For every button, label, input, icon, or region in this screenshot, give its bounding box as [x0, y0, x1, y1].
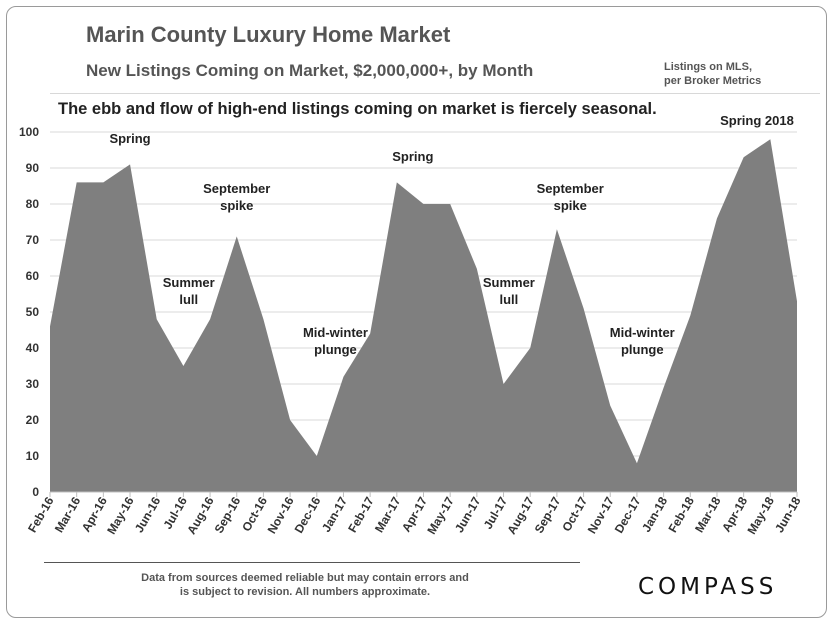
x-tick-label: Jun-16 — [132, 494, 164, 535]
x-tick-label: Aug-16 — [184, 494, 217, 537]
x-tick-label: Mar-18 — [692, 494, 724, 535]
disclaimer-line-1: Data from sources deemed reliable but ma… — [141, 572, 469, 584]
x-tick-label: Sep-17 — [532, 494, 564, 535]
y-tick-label: 10 — [26, 449, 40, 463]
y-tick-label: 90 — [26, 161, 40, 175]
chart-annotation: Spring — [392, 149, 433, 164]
chart-annotation: Spring — [109, 131, 150, 146]
y-tick-label: 20 — [26, 413, 40, 427]
y-tick-label: 30 — [26, 377, 40, 391]
y-tick-label: 70 — [26, 233, 40, 247]
x-tick-label: Sep-16 — [212, 494, 244, 535]
chart-annotation: Mid-winter plunge — [303, 325, 368, 357]
area-series — [50, 139, 797, 492]
source-note-line-1: Listings on MLS, — [664, 61, 752, 73]
x-tick-label: Mar-17 — [372, 494, 404, 535]
chart-subtitle: New Listings Coming on Market, $2,000,00… — [86, 61, 534, 80]
y-tick-label: 40 — [26, 341, 40, 355]
chart-headline: The ebb and flow of high-end listings co… — [58, 100, 657, 118]
x-tick-label: May-18 — [744, 494, 777, 537]
x-tick-label: Aug-17 — [504, 494, 537, 537]
chart-annotation: September spike — [203, 181, 270, 213]
y-tick-label: 0 — [32, 485, 39, 499]
source-note-line-2: per Broker Metrics — [664, 75, 762, 87]
y-tick-label: 50 — [26, 305, 40, 319]
chart-annotation: Mid-winter plunge — [610, 325, 675, 357]
footer-divider — [44, 562, 580, 563]
compass-logo: COMPASS — [638, 574, 778, 600]
chart-title: Marin County Luxury Home Market — [86, 22, 451, 47]
y-tick-label: 100 — [19, 125, 39, 139]
x-tick-label: Dec-16 — [292, 494, 324, 535]
chart-annotation: Spring 2018 — [720, 113, 794, 128]
chart-annotation: Summer lull — [163, 275, 215, 307]
disclaimer-line-2: is subject to revision. All numbers appr… — [179, 586, 431, 598]
x-tick-label: Mar-16 — [52, 494, 84, 535]
x-tick-label: May-16 — [104, 494, 137, 537]
y-tick-label: 60 — [26, 269, 40, 283]
x-tick-label: Dec-17 — [612, 494, 644, 535]
y-tick-label: 80 — [26, 197, 40, 211]
chart-annotation: Summer lull — [483, 275, 535, 307]
header-divider — [50, 93, 820, 94]
data-source-note: Listings on MLS, per Broker Metrics — [664, 60, 804, 88]
chart-annotation: September spike — [537, 181, 604, 213]
x-tick-label: May-17 — [424, 494, 457, 537]
x-tick-label: Jun-17 — [452, 494, 484, 535]
x-tick-label: Jun-18 — [772, 494, 804, 535]
data-disclaimer: Data from sources deemed reliable but ma… — [90, 571, 520, 599]
